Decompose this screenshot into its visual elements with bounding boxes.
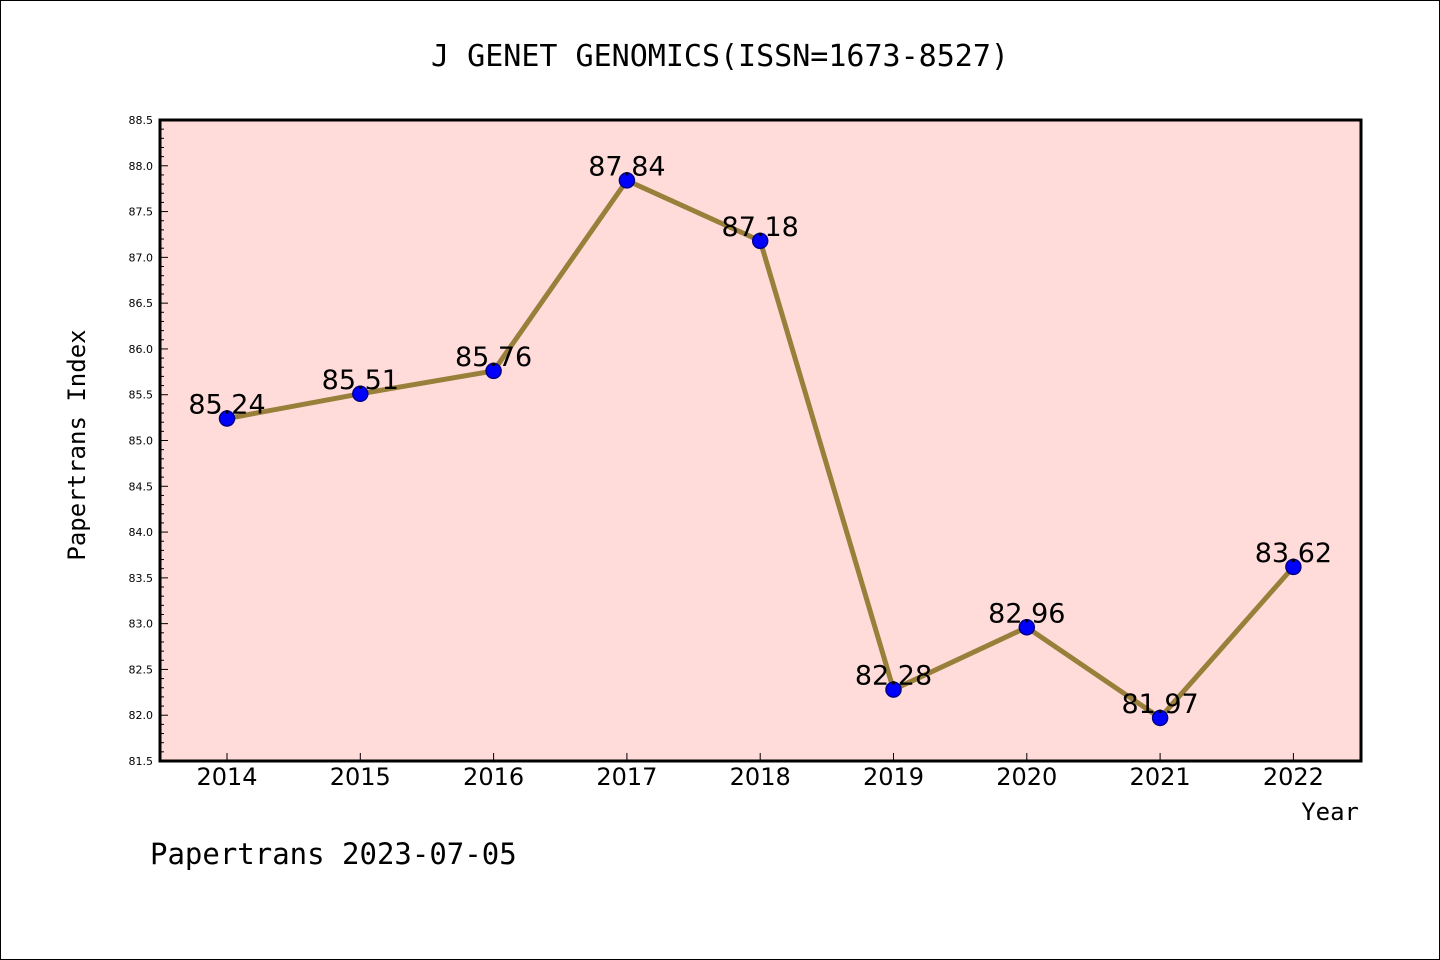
data-label: 83.62 <box>1255 538 1332 569</box>
x-tick-label: 2021 <box>1130 763 1191 791</box>
y-tick-label: 87.0 <box>129 251 154 264</box>
data-labels: 85.24 85.51 85.76 87.84 87.18 82.28 82.96 81.97… <box>188 151 1332 720</box>
data-label: 87.84 <box>588 151 665 182</box>
y-tick-label: 88.0 <box>129 160 154 173</box>
data-point <box>1018 619 1036 636</box>
data-label: 82.28 <box>855 661 932 692</box>
y-tick-label: 86.0 <box>129 343 154 356</box>
y-tick-label: 82.5 <box>129 663 154 676</box>
x-tick-label: 2018 <box>730 763 791 791</box>
y-tick-label: 85.5 <box>129 389 154 402</box>
y-tick-label: 83.0 <box>129 618 154 631</box>
x-tick-label: 2020 <box>996 763 1057 791</box>
x-tick-label: 2019 <box>863 763 924 791</box>
y-tick-label: 84.5 <box>129 480 154 493</box>
x-axis: 2014 2015 2016 2017 2018 2019 2020 2021 2022 <box>196 753 1324 791</box>
data-point <box>751 232 769 250</box>
series-markers <box>218 172 1302 727</box>
x-tick-label: 2022 <box>1263 763 1324 791</box>
plot-area <box>158 118 1363 763</box>
y-tick-label: 86.5 <box>129 297 154 310</box>
x-tick-label: 2015 <box>330 763 391 791</box>
data-label: 85.24 <box>188 390 265 421</box>
data-point <box>618 172 636 189</box>
data-point <box>1285 558 1302 576</box>
data-label: 85.51 <box>322 365 399 396</box>
x-tick-label: 2016 <box>463 763 524 791</box>
data-point <box>885 681 902 698</box>
y-tick-label: 88.5 <box>129 114 154 127</box>
data-label: 82.96 <box>988 598 1065 629</box>
data-point <box>1151 709 1169 727</box>
y-axis: 81.5 82.0 82.5 83.0 83.5 84.0 84.5 85.0 85.5 86.0… <box>129 114 168 768</box>
data-label: 85.76 <box>455 342 532 373</box>
y-tick-label: 81.5 <box>129 755 154 768</box>
data-label: 81.97 <box>1121 689 1198 720</box>
footer-text: Papertrans 2023-07-05 <box>150 837 517 871</box>
data-label: 87.18 <box>722 212 799 243</box>
y-axis-label: Papertrans Index <box>63 329 91 560</box>
x-tick-label: 2017 <box>596 763 657 791</box>
y-tick-label: 87.5 <box>129 206 154 219</box>
y-tick-label: 83.5 <box>129 572 154 585</box>
y-tick-label: 85.0 <box>129 435 154 448</box>
chart-title: J GENET GENOMICS(ISSN=1673-8527) <box>431 39 1009 74</box>
y-tick-label: 84.0 <box>129 526 154 539</box>
x-axis-label: Year <box>1301 798 1359 826</box>
y-tick-label: 82.0 <box>129 709 154 722</box>
data-point <box>218 410 236 427</box>
x-tick-label: 2014 <box>196 763 257 791</box>
data-point <box>352 385 369 403</box>
data-point <box>485 362 502 380</box>
